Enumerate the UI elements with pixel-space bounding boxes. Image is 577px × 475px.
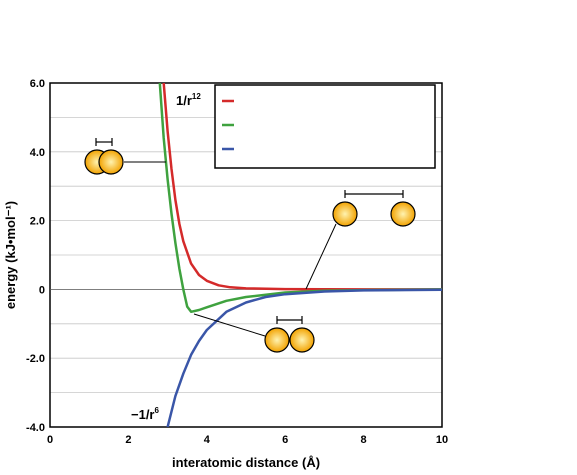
y-tick-label: 0	[39, 284, 45, 296]
y-tick-label: 6.0	[30, 78, 45, 90]
x-tick-label: 2	[125, 434, 131, 446]
atom-left	[332, 201, 358, 227]
x-tick-label: 6	[282, 434, 288, 446]
pointer-line	[305, 223, 337, 290]
y-tick-label: -4.0	[26, 422, 45, 434]
legend	[214, 84, 436, 169]
x-tick-label: 4	[204, 434, 211, 446]
y-tick-label: 4.0	[30, 147, 45, 159]
pointer-line	[193, 313, 266, 337]
atoms-separated	[305, 190, 416, 290]
repulsive-term-label: 1/r12	[176, 92, 201, 108]
attractive-term-label: −1/r6	[131, 406, 160, 422]
atom-right	[289, 327, 315, 353]
x-axis-label: interatomic distance (Å)	[172, 455, 320, 470]
plot-frame	[49, 82, 443, 428]
legend-box	[214, 84, 436, 169]
y-tick-label: -2.0	[26, 353, 45, 365]
atom-left	[264, 327, 290, 353]
atoms-equilibrium	[193, 313, 315, 353]
atom-right	[98, 149, 124, 175]
series-line-1	[158, 83, 442, 314]
x-tick-label: 8	[361, 434, 367, 446]
y-tick-label: 2.0	[30, 216, 45, 228]
series-lines	[158, 83, 442, 427]
x-tick-label: 0	[47, 434, 53, 446]
series-line-0	[162, 83, 442, 291]
atoms-overlapping	[84, 138, 166, 175]
series-line-2	[166, 288, 442, 427]
y-axis-label: energy (kJ•mol⁻¹)	[3, 201, 18, 309]
atom-right	[390, 201, 416, 227]
tick-labels: 0 2 4 6 8 10 -4.0 -2.0 0 2.0 4.0 6.0	[26, 78, 448, 446]
x-tick-label: 10	[436, 434, 448, 446]
